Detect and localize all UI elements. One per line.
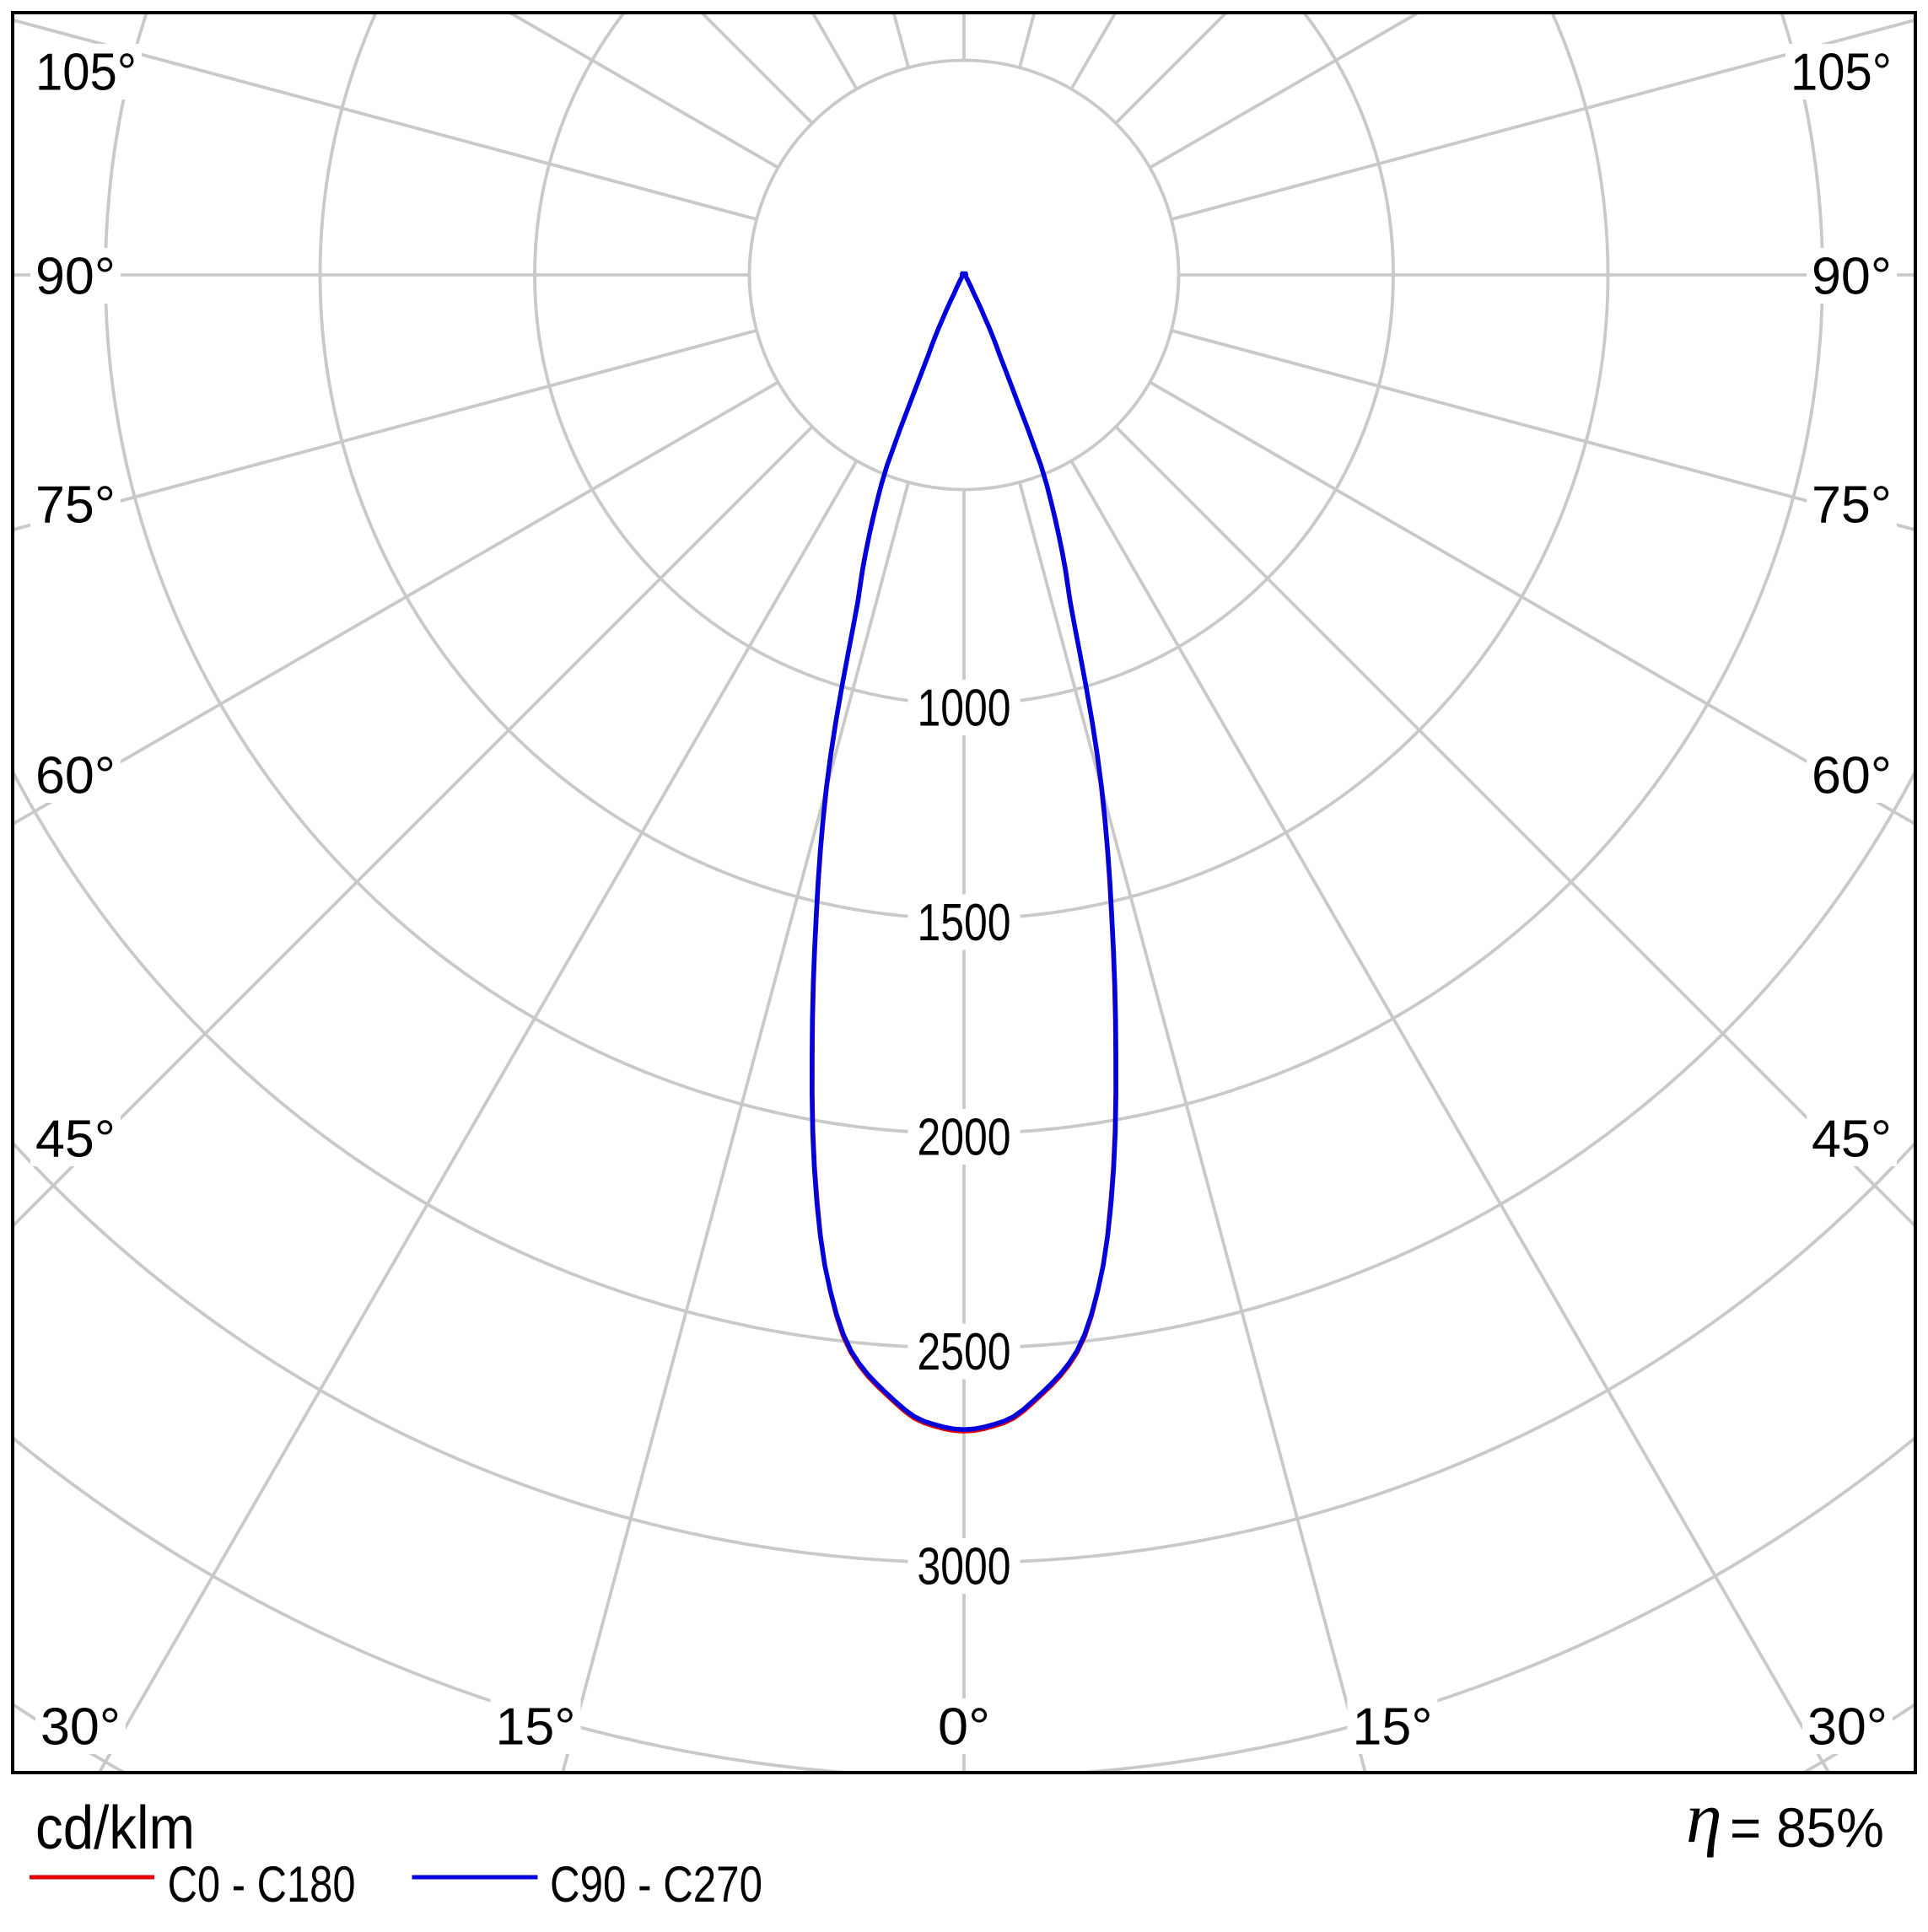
svg-text:45°: 45° bbox=[35, 1110, 116, 1168]
svg-text:15°: 15° bbox=[1353, 1698, 1433, 1756]
svg-text:30°: 30° bbox=[1807, 1698, 1888, 1756]
svg-text:C90 - C270: C90 - C270 bbox=[550, 1856, 762, 1913]
svg-text:3000: 3000 bbox=[918, 1537, 1011, 1596]
svg-text:2000: 2000 bbox=[918, 1108, 1011, 1166]
svg-text:= 85%: = 85% bbox=[1730, 1796, 1884, 1859]
svg-text:C0 - C180: C0 - C180 bbox=[168, 1856, 356, 1913]
svg-text:η: η bbox=[1686, 1777, 1722, 1858]
svg-text:0°: 0° bbox=[938, 1698, 990, 1756]
svg-text:90°: 90° bbox=[1812, 247, 1892, 305]
svg-text:15°: 15° bbox=[496, 1698, 576, 1756]
svg-text:90°: 90° bbox=[35, 247, 116, 305]
svg-text:60°: 60° bbox=[1812, 746, 1892, 805]
svg-text:75°: 75° bbox=[1812, 476, 1892, 534]
svg-text:75°: 75° bbox=[35, 476, 116, 534]
svg-text:2500: 2500 bbox=[918, 1323, 1011, 1381]
svg-text:cd/klm: cd/klm bbox=[35, 1795, 195, 1862]
svg-text:105°: 105° bbox=[35, 43, 137, 101]
svg-text:45°: 45° bbox=[1812, 1110, 1892, 1168]
svg-text:60°: 60° bbox=[35, 746, 116, 805]
svg-text:30°: 30° bbox=[40, 1698, 121, 1756]
svg-text:1000: 1000 bbox=[918, 679, 1011, 737]
svg-text:1500: 1500 bbox=[918, 894, 1011, 952]
svg-text:105°: 105° bbox=[1791, 43, 1892, 101]
